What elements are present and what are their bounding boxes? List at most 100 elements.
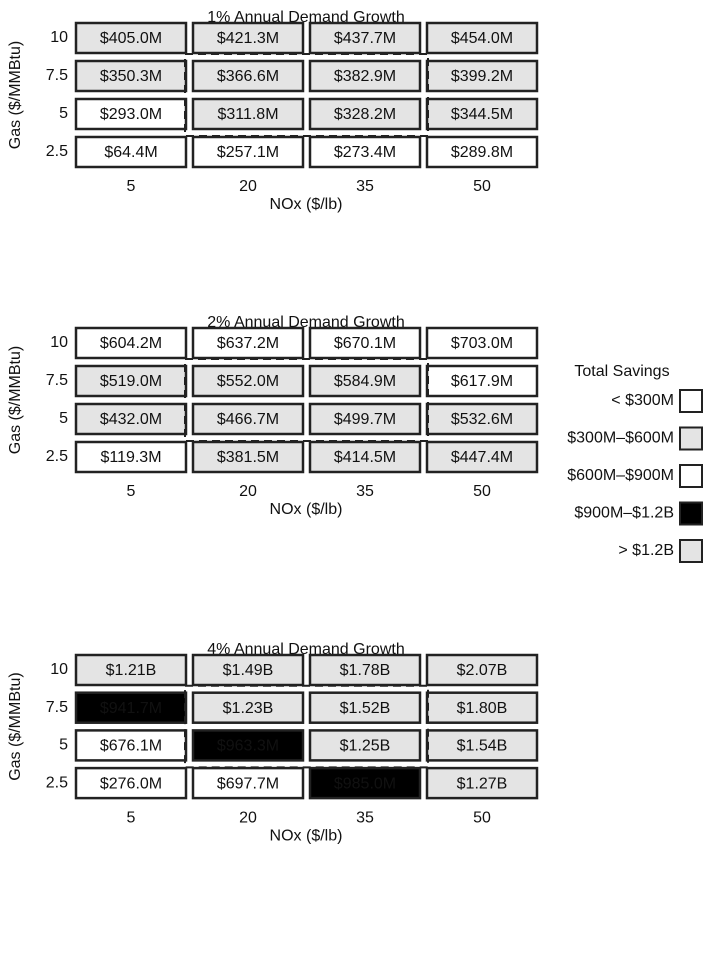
cell-label: $381.5M — [217, 449, 279, 466]
cell-label: $366.6M — [217, 68, 279, 85]
y-tick-label: 7.5 — [46, 699, 68, 716]
cell — [191, 729, 305, 762]
cell — [425, 326, 539, 360]
cell-label: $119.3M — [100, 449, 161, 466]
cell-label: $1.78B — [340, 662, 391, 679]
x-tick-label: 20 — [239, 809, 257, 826]
cell-label: $466.7M — [217, 411, 279, 428]
cell-label: $1.21B — [106, 662, 157, 679]
cell-label: $1.54B — [457, 738, 508, 755]
y-tick-label: 10 — [50, 661, 68, 678]
cell-label: $1.23B — [223, 700, 274, 717]
y-tick-label: 2.5 — [46, 448, 68, 465]
cell — [425, 59, 539, 93]
y-tick-label: 2.5 — [46, 774, 68, 791]
cell-label: $532.6M — [451, 411, 513, 428]
legend-label: $300M–$600M — [567, 430, 674, 447]
cell — [425, 440, 539, 474]
cell-label: $697.7M — [217, 775, 279, 792]
x-tick-label: 20 — [239, 178, 257, 195]
cell-label: $676.1M — [100, 738, 162, 755]
cell — [425, 135, 539, 169]
cell-label: $344.5M — [451, 106, 513, 123]
legend-swatch — [679, 389, 703, 413]
cell-label: $703.0M — [451, 335, 513, 352]
cell-label: $670.1M — [334, 335, 396, 352]
cell — [308, 653, 422, 687]
legend-label: > $1.2B — [618, 542, 674, 559]
x-tick-label: 5 — [127, 178, 136, 195]
legend-label: $900M–$1.2B — [574, 505, 674, 522]
cell — [191, 440, 305, 474]
cell-label: $437.7M — [334, 30, 396, 47]
cell — [191, 364, 305, 398]
cell — [425, 653, 539, 687]
cell-label: $985.0M — [334, 775, 396, 792]
cell — [191, 326, 305, 360]
legend-title: Total Savings — [574, 363, 669, 380]
cell-label: $64.4M — [104, 144, 157, 161]
cell — [74, 440, 188, 474]
cell — [74, 326, 188, 360]
cell — [308, 766, 422, 800]
cell-label: $257.1M — [217, 144, 279, 161]
y-tick-label: 5 — [59, 737, 68, 754]
cell-label: $399.2M — [451, 68, 513, 85]
x-tick-label: 35 — [356, 178, 374, 195]
cell — [74, 97, 188, 131]
cell-label: $414.5M — [334, 449, 396, 466]
cell — [308, 326, 422, 360]
cell-label: $637.2M — [217, 335, 279, 352]
legend-swatch — [679, 426, 703, 451]
cell-label: $519.0M — [100, 373, 162, 390]
cell-label: $2.07B — [457, 662, 508, 679]
cell-label: $1.52B — [340, 700, 391, 717]
cell — [74, 653, 188, 687]
x-tick-label: 50 — [473, 483, 491, 500]
cell-label: $289.8M — [451, 144, 513, 161]
highlight-box — [184, 53, 429, 137]
cell-label: $328.2M — [334, 106, 396, 123]
cell-label: $454.0M — [451, 30, 513, 47]
cell — [74, 21, 188, 55]
cell-label: $1.25B — [340, 738, 391, 755]
y-axis-label: Gas ($/MMBtu) — [7, 41, 24, 149]
legend-label: $600M–$900M — [567, 467, 674, 484]
cell — [191, 59, 305, 93]
cell-label: $447.4M — [451, 449, 513, 466]
cell-label: $276.0M — [100, 775, 162, 792]
cell — [425, 364, 539, 398]
x-tick-label: 35 — [356, 483, 374, 500]
cell — [191, 653, 305, 687]
cell-label: $405.0M — [100, 30, 162, 47]
cell — [308, 21, 422, 55]
highlight-box — [184, 358, 429, 442]
x-axis-label: NOx ($/lb) — [270, 827, 343, 844]
cell — [191, 97, 305, 131]
cell — [191, 766, 305, 800]
cell-label: $1.49B — [223, 662, 274, 679]
cell-label: $421.3M — [217, 30, 279, 47]
cell — [191, 691, 305, 724]
y-axis-label: Gas ($/MMBtu) — [7, 346, 24, 454]
cell — [425, 402, 539, 436]
cell-label: $1.80B — [457, 700, 508, 717]
cell — [74, 766, 188, 800]
cell — [74, 59, 188, 93]
cell — [191, 135, 305, 169]
cell-label: $584.9M — [334, 373, 396, 390]
legend-swatch — [679, 501, 703, 526]
cell-label: $604.2M — [100, 335, 162, 352]
x-tick-label: 5 — [127, 483, 136, 500]
cell — [74, 364, 188, 398]
cell — [308, 97, 422, 131]
cell — [308, 364, 422, 398]
x-axis-label: NOx ($/lb) — [270, 501, 343, 518]
cell — [308, 691, 422, 724]
cell-label: $432.0M — [100, 411, 162, 428]
cell — [191, 21, 305, 55]
cell — [308, 59, 422, 93]
cell — [74, 135, 188, 169]
y-tick-label: 5 — [59, 410, 68, 427]
